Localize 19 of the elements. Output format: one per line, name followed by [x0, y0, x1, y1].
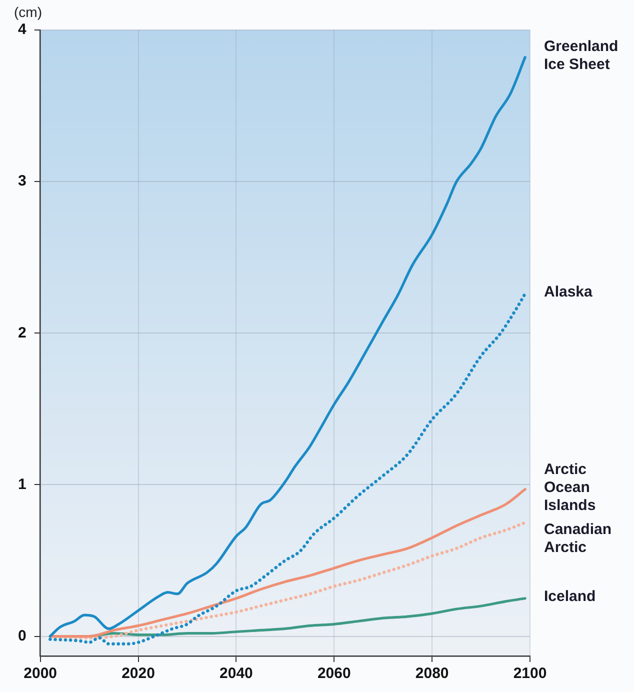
x-tick-label: 2040	[220, 665, 253, 682]
x-tick-label: 2060	[317, 665, 351, 682]
series-label: Canadian Arctic	[544, 520, 612, 556]
line-series	[48, 521, 527, 640]
x-tick-label: 2020	[122, 665, 155, 682]
series-label: Greenland Ice Sheet	[544, 38, 618, 73]
y-tick-label: 3	[18, 172, 26, 190]
y-tick-label: 2	[18, 324, 26, 342]
x-tick-label: 2100	[513, 665, 547, 682]
series-label: Alaska	[544, 283, 594, 300]
y-tick-label: 4	[18, 21, 27, 38]
series-label: Iceland	[544, 588, 596, 606]
series-label: Arctic Ocean Islands	[544, 460, 596, 514]
line-series	[48, 488, 526, 638]
y-tick-label: 1	[18, 476, 26, 493]
x-tick-label: 2080	[415, 665, 449, 682]
y-axis-title: (cm)	[14, 4, 42, 20]
y-tick-label: 0	[18, 627, 26, 644]
x-tick-label: 2000	[24, 665, 58, 682]
